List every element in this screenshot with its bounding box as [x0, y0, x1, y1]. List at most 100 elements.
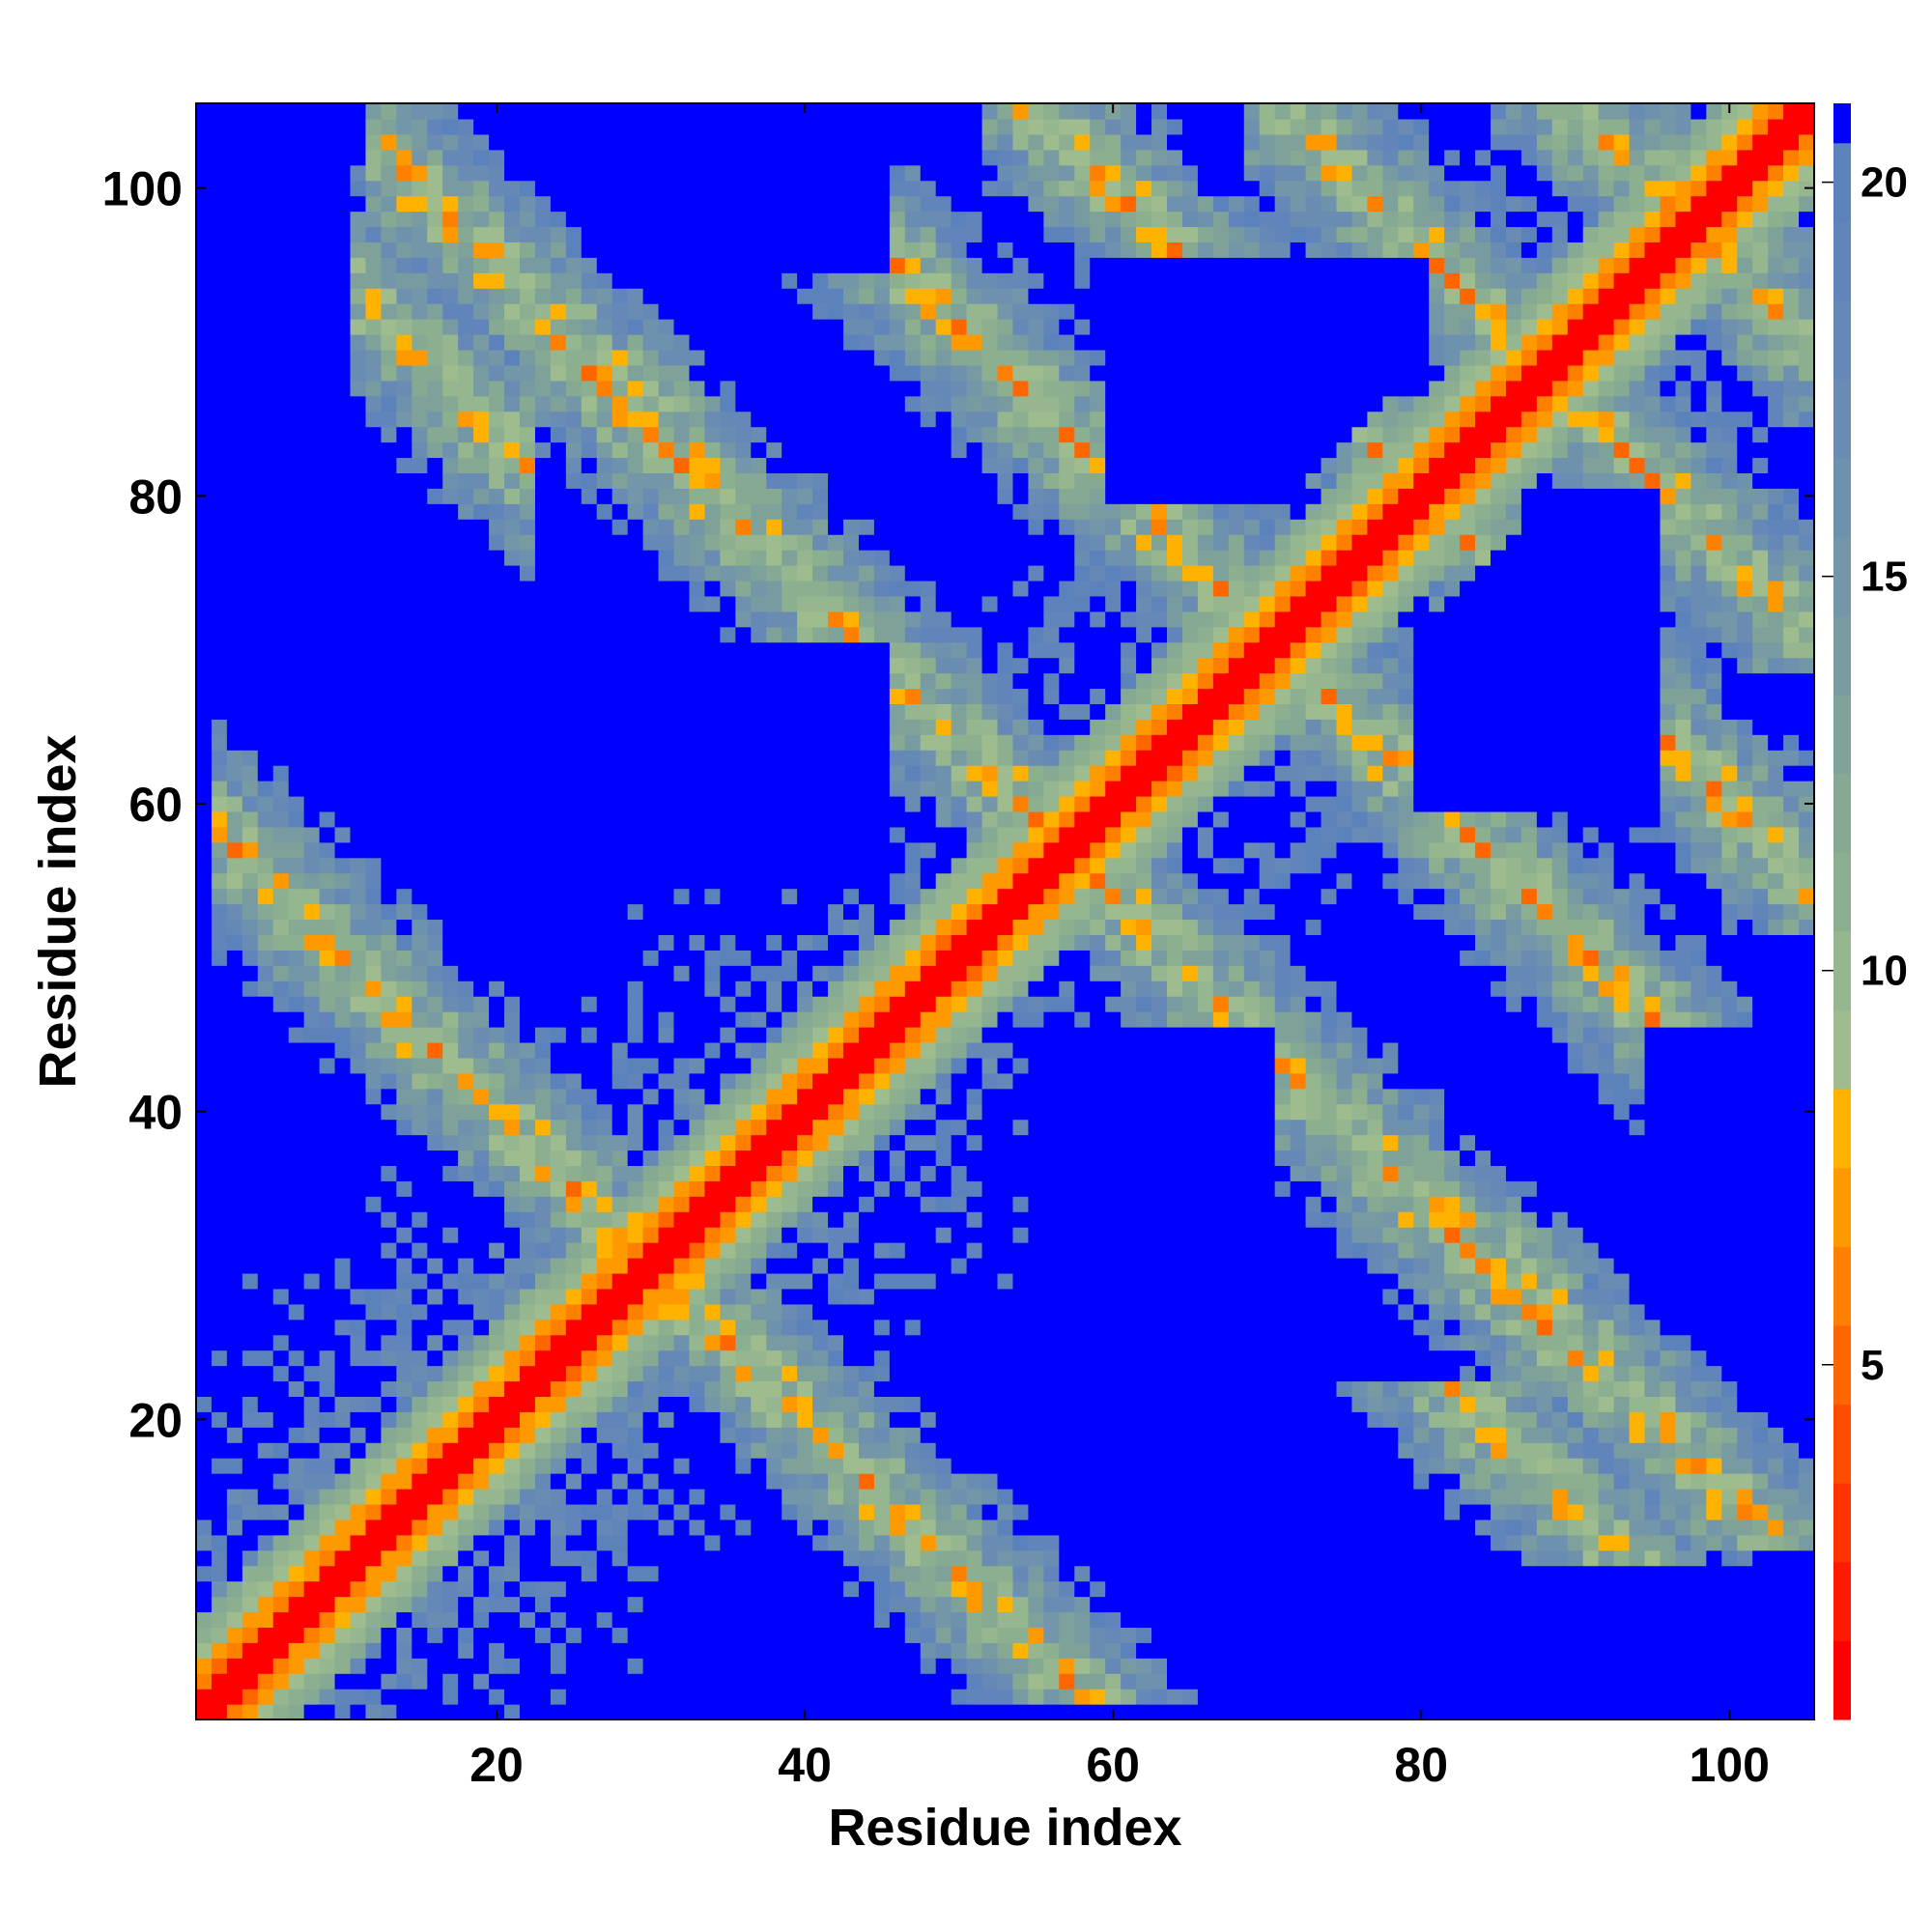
heatmap-cell — [489, 781, 505, 797]
heatmap-cell — [520, 1627, 536, 1643]
heatmap-cell — [766, 133, 782, 151]
heatmap-cell — [735, 1119, 752, 1136]
heatmap-cell — [843, 1134, 860, 1151]
heatmap-cell — [427, 334, 443, 351]
heatmap-cell — [473, 626, 490, 643]
heatmap-cell — [242, 903, 259, 921]
heatmap-cell — [704, 272, 721, 289]
heatmap-cell — [658, 1027, 675, 1043]
heatmap-cell — [550, 1396, 567, 1412]
heatmap-cell — [658, 1011, 675, 1028]
heatmap-cell — [720, 1596, 736, 1613]
heatmap-cell — [828, 534, 844, 551]
heatmap-cell — [627, 1057, 644, 1074]
heatmap-cell — [396, 565, 412, 582]
heatmap-cell — [257, 319, 274, 335]
heatmap-cell — [396, 1242, 412, 1259]
heatmap-cell — [781, 1057, 798, 1074]
heatmap-cell — [550, 626, 567, 643]
heatmap-cell — [642, 611, 660, 628]
heatmap-cell — [843, 1072, 860, 1090]
heatmap-cell — [365, 1119, 383, 1136]
heatmap-cell — [334, 1580, 352, 1598]
heatmap-cell — [565, 688, 582, 704]
heatmap-cell — [781, 734, 798, 751]
heatmap-cell — [658, 688, 675, 704]
heatmap-cell — [843, 1458, 860, 1474]
heatmap-cell — [473, 810, 490, 828]
heatmap-cell — [365, 411, 383, 428]
heatmap-cell — [272, 1196, 290, 1212]
heatmap-cell — [226, 118, 243, 135]
heatmap-cell — [489, 534, 505, 551]
heatmap-cell — [412, 580, 428, 597]
heatmap-cell — [381, 1057, 397, 1074]
heatmap-cell — [303, 550, 321, 566]
heatmap-cell — [257, 1365, 274, 1382]
heatmap-cell — [596, 1211, 613, 1228]
heatmap-cell — [226, 1503, 243, 1520]
heatmap-cell — [242, 319, 259, 335]
heatmap-cell — [596, 841, 613, 859]
heatmap-cell — [226, 1704, 243, 1720]
heatmap-cell — [473, 395, 490, 412]
heatmap-cell — [642, 1288, 660, 1305]
heatmap-cell — [381, 211, 397, 228]
heatmap-cell — [550, 133, 567, 151]
heatmap-cell — [534, 1565, 552, 1582]
heatmap-cell — [720, 1134, 736, 1151]
heatmap-cell — [288, 734, 305, 751]
heatmap-cell — [658, 841, 675, 859]
heatmap-cell — [751, 1427, 767, 1443]
heatmap-cell — [689, 1103, 706, 1121]
heatmap-cell — [627, 1041, 644, 1059]
heatmap-cell — [550, 1519, 567, 1536]
heatmap-cell — [766, 1150, 782, 1166]
heatmap-cell — [288, 1489, 305, 1505]
heatmap-cell — [458, 226, 474, 242]
heatmap-cell — [689, 1596, 706, 1613]
heatmap-cell — [534, 980, 552, 997]
heatmap-cell — [442, 349, 459, 366]
heatmap-cell — [473, 841, 490, 859]
heatmap-cell — [689, 641, 706, 659]
heatmap-cell — [334, 1303, 352, 1321]
heatmap-cell — [257, 1150, 274, 1166]
heatmap-cell — [704, 488, 721, 504]
heatmap-cell — [735, 1380, 752, 1397]
heatmap-cell — [704, 1272, 721, 1290]
heatmap-cell — [288, 242, 305, 258]
heatmap-cell — [673, 1365, 691, 1382]
heatmap-cell — [828, 1211, 844, 1228]
heatmap-cell — [735, 272, 752, 289]
heatmap-cell — [751, 180, 767, 197]
heatmap-cell — [504, 364, 521, 382]
heatmap-cell — [828, 1380, 844, 1397]
heatmap-cell — [303, 180, 321, 197]
heatmap-cell — [319, 781, 336, 797]
heatmap-cell — [534, 426, 552, 443]
heatmap-cell — [303, 503, 321, 520]
heatmap-cell — [889, 1350, 906, 1367]
heatmap-cell — [658, 380, 675, 397]
heatmap-cell — [627, 1334, 644, 1351]
heatmap-cell — [365, 488, 383, 504]
heatmap-cell — [473, 796, 490, 812]
heatmap-cell — [565, 519, 582, 535]
heatmap-cell — [873, 1041, 891, 1059]
heatmap-cell — [412, 1072, 428, 1090]
heatmap-cell — [242, 380, 259, 397]
heatmap-cell — [689, 1658, 706, 1674]
heatmap-cell — [319, 1658, 336, 1674]
heatmap-cell — [550, 872, 567, 890]
heatmap-cell — [751, 1642, 767, 1659]
heatmap-cell — [427, 857, 443, 874]
heatmap-cell — [272, 395, 290, 412]
heatmap-cell — [272, 595, 290, 612]
heatmap-cell — [272, 1549, 290, 1567]
heatmap-cell — [565, 303, 582, 320]
heatmap-cell — [596, 457, 613, 473]
heatmap-cell — [504, 781, 521, 797]
heatmap-cell — [242, 1119, 259, 1136]
heatmap-cell — [920, 826, 937, 843]
